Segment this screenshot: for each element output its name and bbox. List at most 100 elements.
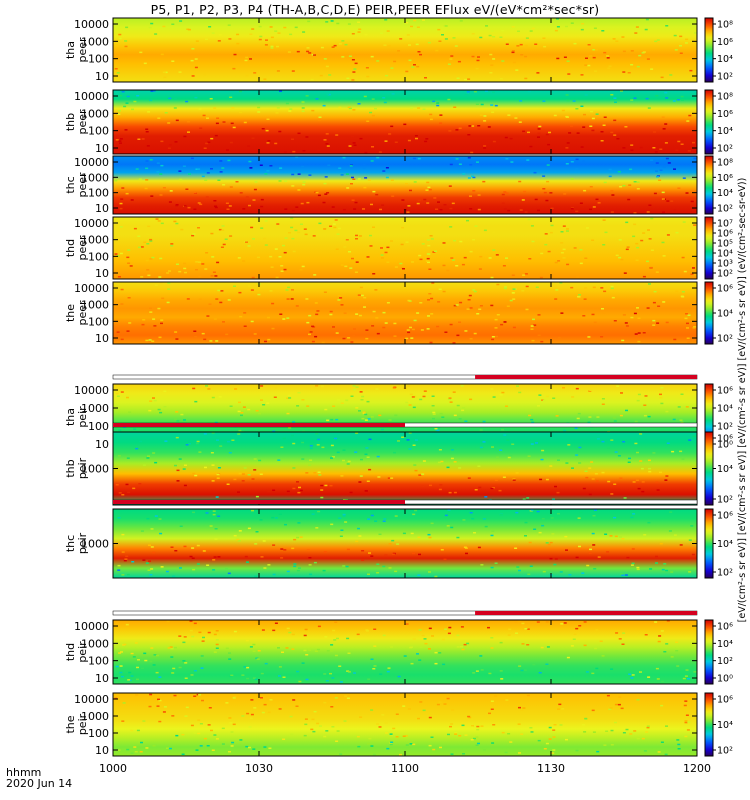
pixel-noise xyxy=(260,227,264,229)
pixel-noise xyxy=(579,736,583,738)
pixel-noise xyxy=(677,187,681,189)
pixel-noise xyxy=(399,262,403,265)
pixel-noise xyxy=(468,125,472,127)
pixel-noise xyxy=(265,129,269,132)
pixel-noise xyxy=(320,496,324,499)
pixel-noise xyxy=(576,132,580,134)
pixel-noise xyxy=(537,132,541,135)
pixel-noise xyxy=(275,276,279,279)
pixel-noise xyxy=(406,329,410,331)
pixel-noise xyxy=(238,472,242,475)
pixel-noise xyxy=(625,409,628,412)
pixel-noise xyxy=(207,631,211,634)
y-tick-label: 10 xyxy=(95,70,109,83)
pixel-noise xyxy=(185,444,189,446)
pixel-noise xyxy=(363,296,367,299)
pixel-noise xyxy=(432,417,435,420)
pixel-noise xyxy=(661,680,664,683)
pixel-noise xyxy=(630,516,634,519)
pixel-noise xyxy=(655,170,658,172)
pixel-noise xyxy=(173,220,177,223)
pixel-noise xyxy=(622,732,626,734)
pixel-noise xyxy=(459,301,463,304)
pixel-noise xyxy=(593,568,597,570)
pixel-noise xyxy=(327,164,331,166)
pixel-noise xyxy=(168,144,172,146)
pixel-noise xyxy=(510,161,514,163)
pixel-noise xyxy=(116,72,120,74)
pixel-noise xyxy=(331,726,335,728)
pixel-noise xyxy=(248,204,251,207)
pixel-noise xyxy=(366,456,370,458)
spectrogram-image xyxy=(113,509,697,578)
pixel-noise xyxy=(389,742,393,744)
pixel-noise xyxy=(477,125,481,127)
pixel-noise xyxy=(144,659,148,662)
pixel-noise xyxy=(447,63,451,65)
pixel-noise xyxy=(451,449,454,451)
pixel-noise xyxy=(332,223,336,225)
pixel-noise xyxy=(437,28,441,31)
pixel-noise xyxy=(268,747,272,749)
pixel-noise xyxy=(148,705,152,708)
pixel-noise xyxy=(399,38,403,40)
pixel-noise xyxy=(543,45,547,48)
pixel-noise xyxy=(205,512,209,514)
pixel-noise xyxy=(422,709,426,712)
pixel-noise xyxy=(170,647,174,650)
pixel-noise xyxy=(355,540,359,543)
pixel-noise xyxy=(322,201,326,204)
pixel-noise xyxy=(420,329,424,331)
pixel-noise xyxy=(628,673,632,675)
pixel-noise xyxy=(215,122,219,125)
pixel-noise xyxy=(453,304,457,307)
pixel-noise xyxy=(422,395,426,398)
pixel-noise xyxy=(159,257,163,260)
pixel-noise xyxy=(539,478,543,481)
pixel-noise xyxy=(317,510,321,513)
pixel-noise xyxy=(461,724,465,727)
pixel-noise xyxy=(447,632,451,635)
pixel-noise xyxy=(649,568,653,570)
colorbar xyxy=(704,431,714,506)
pixel-noise xyxy=(218,34,222,36)
pixel-noise xyxy=(117,113,121,115)
pixel-noise xyxy=(373,645,377,647)
pixel-noise xyxy=(476,59,480,62)
pixel-noise xyxy=(685,714,689,716)
pixel-noise xyxy=(292,467,296,469)
colorbar-tick-label: 10⁷ xyxy=(717,219,733,230)
pixel-noise xyxy=(308,333,311,336)
pixel-noise xyxy=(364,151,368,154)
colorbar-tick-label: 10⁴ xyxy=(717,309,733,320)
pixel-noise xyxy=(336,637,339,640)
pixel-noise xyxy=(405,70,409,73)
pixel-noise xyxy=(687,721,691,723)
pixel-noise xyxy=(482,518,486,520)
pixel-noise xyxy=(414,509,418,512)
pixel-noise xyxy=(346,637,350,640)
pixel-noise xyxy=(447,733,450,736)
pixel-noise xyxy=(457,60,461,63)
pixel-noise xyxy=(384,554,388,556)
pixel-noise xyxy=(602,312,606,314)
pixel-noise xyxy=(293,565,297,568)
pixel-noise xyxy=(171,23,175,25)
pixel-noise xyxy=(650,662,654,664)
pixel-noise xyxy=(248,285,251,287)
pixel-noise xyxy=(359,137,363,140)
pixel-noise xyxy=(351,79,355,81)
pixel-noise xyxy=(221,225,225,227)
pixel-noise xyxy=(153,399,157,402)
pixel-noise xyxy=(330,706,334,708)
pixel-noise xyxy=(251,137,255,139)
colorbar-tick-label: 10⁰ xyxy=(717,440,733,451)
pixel-noise xyxy=(360,294,364,297)
pixel-noise xyxy=(394,570,398,573)
pixel-noise xyxy=(578,294,582,296)
pixel-noise xyxy=(178,170,182,172)
pixel-noise xyxy=(259,164,263,166)
pixel-noise xyxy=(550,207,554,210)
pixel-noise xyxy=(575,454,579,456)
pixel-noise xyxy=(378,151,382,153)
